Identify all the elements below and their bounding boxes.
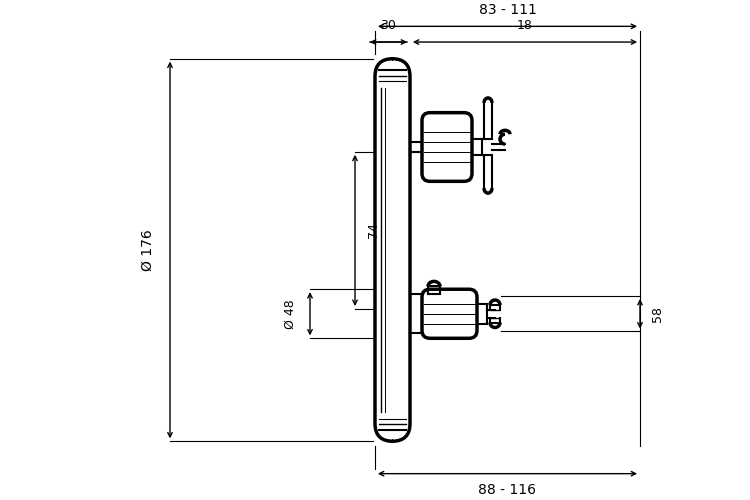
Text: 88 - 116: 88 - 116 [478,484,536,498]
Text: 74: 74 [367,222,380,238]
Text: Ø 176: Ø 176 [141,229,155,271]
Text: 58: 58 [652,306,664,322]
Text: 30: 30 [380,19,397,32]
FancyBboxPatch shape [422,289,477,339]
FancyBboxPatch shape [375,58,410,442]
Text: Ø 48: Ø 48 [284,299,296,328]
FancyBboxPatch shape [422,112,472,182]
Text: 18: 18 [517,19,533,32]
Text: 83 - 111: 83 - 111 [478,2,536,16]
